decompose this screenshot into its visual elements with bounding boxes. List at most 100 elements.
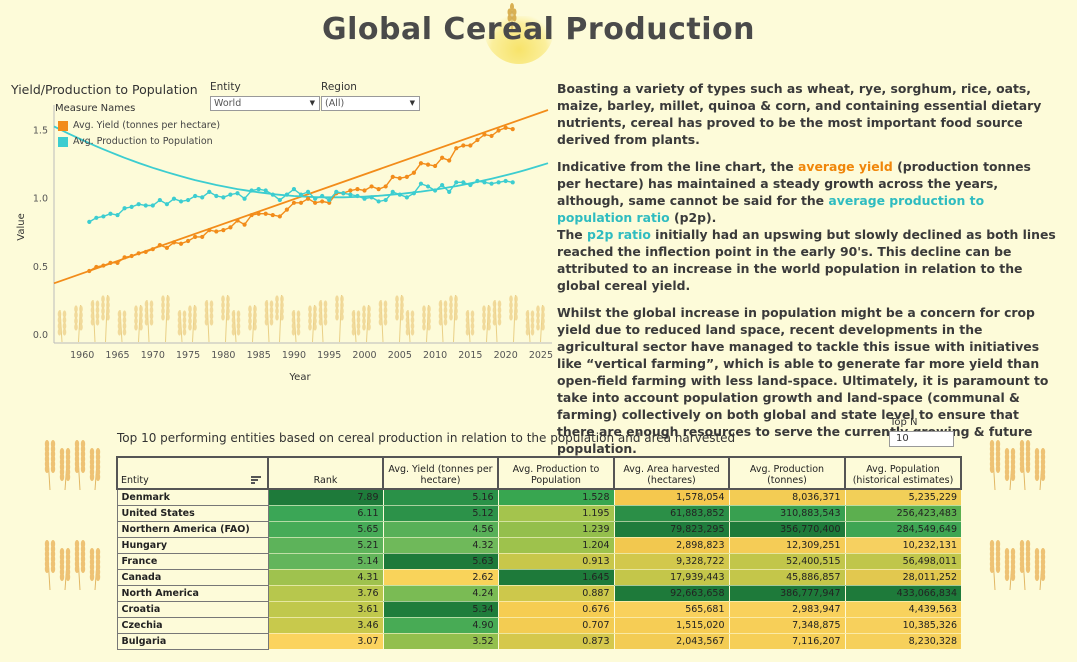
- legend-item-production[interactable]: Avg. Production to Population: [58, 136, 213, 147]
- data-point: [178, 199, 184, 204]
- data-point: [277, 214, 282, 219]
- table-title: Top 10 performing entities based on cere…: [117, 431, 736, 445]
- entity-cell[interactable]: United States: [116, 504, 269, 522]
- entity-filter-dropdown[interactable]: World ▼: [210, 96, 320, 111]
- wheat-decoration-icon: [989, 439, 1046, 490]
- table-row[interactable]: North America 3.76 4.24 0.887 92,663,658 386,…: [116, 584, 961, 602]
- entity-cell[interactable]: Canada: [116, 568, 269, 586]
- column-header-production[interactable]: Avg. Production (tonnes): [728, 456, 846, 490]
- chevron-down-icon: ▼: [309, 99, 315, 107]
- table-row[interactable]: Canada 4.31 2.62 1.645 17,939,443 45,886,857 2…: [116, 568, 961, 586]
- data-point: [249, 188, 254, 193]
- wheat-stalk-icon: [101, 294, 110, 343]
- data-point: [298, 200, 304, 205]
- value-cell: 10,232,131: [844, 537, 961, 554]
- story-paragraph-2: Indicative from the line chart, the aver…: [557, 159, 1056, 293]
- data-point: [221, 195, 226, 200]
- wheat-stalk-icon: [177, 309, 187, 343]
- entity-cell[interactable]: Northern America (FAO): [116, 520, 269, 538]
- table-header-row: Entity Rank Avg. Yield (tonnes per hecta…: [116, 456, 962, 490]
- value-cell: 1.528: [497, 489, 614, 506]
- value-cell: 7,116,207: [728, 633, 845, 650]
- table-row[interactable]: Bulgaria 3.07 3.52 0.873 2,043,567 7,116,207 8…: [116, 632, 961, 650]
- column-header-rank[interactable]: Rank: [267, 456, 384, 490]
- wheat-stalk-icon: [395, 294, 404, 343]
- entity-cell[interactable]: Czechia: [116, 616, 269, 634]
- value-cell: 433,066,834: [844, 585, 961, 602]
- x-tick-label: 2020: [494, 350, 518, 361]
- table-row[interactable]: Czechia 3.46 4.90 0.707 1,515,020 7,348,875 10…: [116, 616, 961, 634]
- entity-cell[interactable]: Denmark: [116, 488, 269, 506]
- wheat-stalk-icon: [90, 299, 100, 343]
- entity-cell[interactable]: Bulgaria: [116, 632, 269, 650]
- wheat-stalk-icon: [492, 299, 502, 343]
- wheat-stalk-icon: [188, 304, 197, 343]
- data-point: [313, 196, 318, 201]
- column-header-population[interactable]: Avg. Population (historical estimates): [844, 456, 962, 490]
- table-row[interactable]: France 5.14 5.63 0.913 9,328,722 52,400,515 56…: [116, 552, 961, 570]
- sort-icon[interactable]: [251, 476, 261, 484]
- data-point: [383, 197, 388, 203]
- data-point: [376, 187, 381, 192]
- value-cell: 10,385,326: [844, 617, 961, 634]
- data-point: [207, 227, 212, 233]
- data-point: [164, 245, 170, 250]
- data-point: [348, 188, 353, 193]
- data-point: [489, 133, 494, 139]
- data-point: [369, 195, 374, 200]
- region-filter-dropdown[interactable]: (All) ▼: [321, 96, 420, 111]
- data-point: [235, 191, 240, 196]
- x-tick-label: 1960: [70, 350, 94, 361]
- table-row[interactable]: Croatia 3.61 5.34 0.676 565,681 2,983,947 4,43…: [116, 600, 961, 618]
- value-cell: 310,883,543: [728, 505, 845, 522]
- data-point: [143, 203, 148, 208]
- value-cell: 284,549,649: [844, 521, 961, 538]
- data-point: [164, 202, 170, 207]
- data-point: [221, 227, 226, 233]
- topn-input[interactable]: 10: [889, 431, 954, 447]
- entity-cell[interactable]: Hungary: [116, 536, 269, 554]
- data-point: [101, 214, 106, 219]
- wheat-stalk-icon: [449, 294, 458, 343]
- entity-cell[interactable]: Croatia: [116, 600, 269, 618]
- wheat-stalk-icon: [144, 299, 154, 343]
- data-point: [157, 197, 162, 203]
- column-header-p2p[interactable]: Avg. Production to Population: [497, 456, 615, 490]
- wheat-decoration-icon: [989, 539, 1046, 590]
- data-point: [425, 162, 431, 167]
- data-point: [284, 207, 289, 212]
- value-cell: 3.61: [267, 601, 383, 618]
- data-point: [489, 181, 494, 186]
- wheat-stalk-icon: [231, 309, 241, 343]
- x-tick-label: 1980: [211, 350, 235, 361]
- data-point: [200, 195, 205, 200]
- page-title: Global Cereal Production: [321, 12, 756, 47]
- value-cell: 1.239: [497, 521, 614, 538]
- top-entities-table: Entity Rank Avg. Yield (tonnes per hecta…: [116, 456, 962, 650]
- data-point: [87, 219, 92, 225]
- value-cell: 4.56: [382, 521, 498, 538]
- table-row[interactable]: Northern America (FAO) 5.65 4.56 1.239 79,82…: [116, 520, 961, 538]
- entity-cell[interactable]: North America: [116, 584, 269, 602]
- table-row[interactable]: Denmark 7.89 5.16 1.528 1,578,054 8,036,371 5,…: [116, 488, 961, 506]
- data-point: [115, 212, 120, 218]
- value-cell: 17,939,443: [613, 569, 729, 586]
- region-filter-label: Region: [321, 81, 357, 93]
- value-cell: 0.707: [497, 617, 614, 634]
- column-header-entity[interactable]: Entity: [116, 456, 269, 490]
- data-point: [228, 192, 233, 197]
- value-cell: 5.65: [267, 521, 383, 538]
- column-header-area[interactable]: Avg. Area harvested (hectares): [613, 456, 730, 490]
- entity-cell[interactable]: France: [116, 552, 269, 570]
- data-point: [447, 189, 452, 194]
- wheat-decoration-icon: [44, 439, 101, 490]
- yield-production-chart: 0.0 0.5 1.0 1.5 1960 1965 1970 1975 1980 1985 1990…: [16, 105, 553, 383]
- data-point: [150, 247, 155, 252]
- column-header-yield[interactable]: Avg. Yield (tonnes per hectare): [382, 456, 499, 490]
- value-cell: 79,823,295: [613, 521, 729, 538]
- data-point: [418, 161, 424, 166]
- table-row[interactable]: United States 6.11 5.12 1.195 61,883,852 310,…: [116, 504, 961, 522]
- value-cell: 1.195: [497, 505, 614, 522]
- legend-item-yield[interactable]: Avg. Yield (tonnes per hectare): [58, 120, 220, 131]
- table-row[interactable]: Hungary 5.21 4.32 1.204 2,898,823 12,309,251 1…: [116, 536, 961, 554]
